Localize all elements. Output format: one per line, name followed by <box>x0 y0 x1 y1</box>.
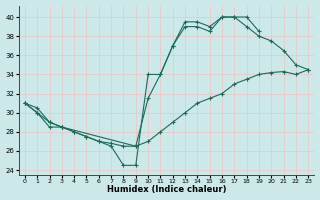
X-axis label: Humidex (Indice chaleur): Humidex (Indice chaleur) <box>107 185 226 194</box>
